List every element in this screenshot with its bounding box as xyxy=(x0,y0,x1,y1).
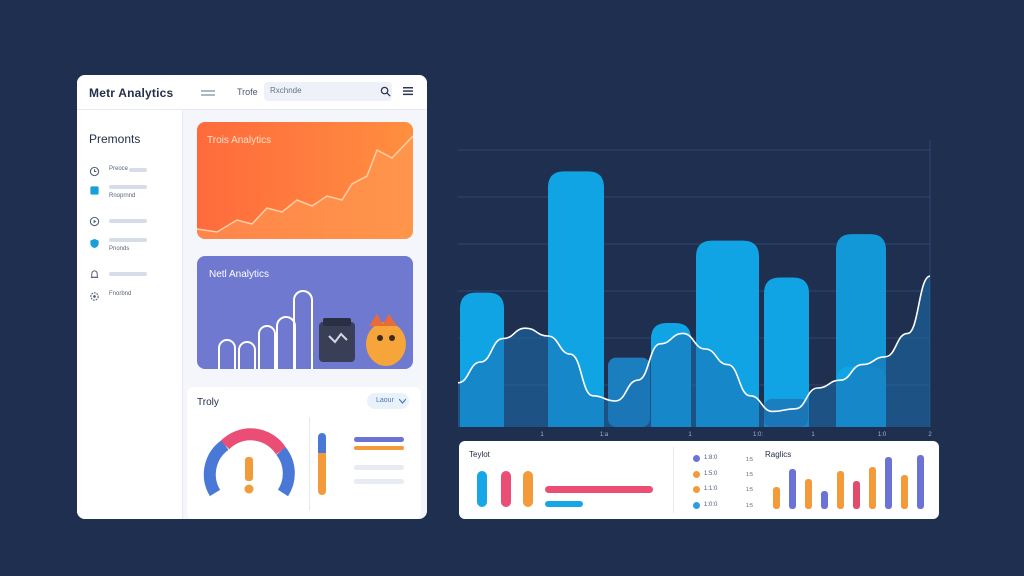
menu-icon[interactable] xyxy=(403,86,413,96)
sidebar-item-preoce[interactable]: Preoce xyxy=(89,165,179,181)
placeholder-bar xyxy=(109,272,147,276)
placeholder-bar xyxy=(129,168,147,172)
panel-title: Troly xyxy=(197,397,219,408)
tick-label: 1:a xyxy=(600,432,609,438)
info-left-title: Teylot xyxy=(469,450,490,459)
legend-label: 1:8:0 xyxy=(704,455,718,461)
clock-icon xyxy=(89,166,100,177)
sidebar-item-fnorbnd[interactable]: Fnorbnd xyxy=(89,290,179,306)
period-dropdown[interactable]: Laour xyxy=(367,393,409,409)
progress-line xyxy=(354,446,404,450)
legend-side-label: 1:5 xyxy=(746,503,753,509)
mini-bar xyxy=(837,471,844,509)
legend-dot xyxy=(693,502,700,509)
chart-line-series xyxy=(458,275,931,427)
sidebar-item-rnoprnnd[interactable]: Rnoprnnd xyxy=(89,184,179,200)
dropdown-label: Laour xyxy=(376,397,394,404)
progress-line xyxy=(354,465,404,470)
main-bar-line-chart: 1 1:a 1 1:0: 1 1:0 2 xyxy=(458,140,932,438)
shield-icon xyxy=(90,238,99,249)
line-area xyxy=(458,276,930,427)
legend-side-label: 1:5 xyxy=(746,487,753,493)
sidebar-item-label: Fnorbnd xyxy=(109,291,132,297)
tick-label: 2 xyxy=(928,432,932,438)
gear-icon xyxy=(90,292,99,301)
legend-dot xyxy=(693,486,700,493)
sidebar: Premonts Preoce Rnoprnnd Pnonds xyxy=(77,110,183,519)
mini-bar xyxy=(869,467,876,509)
legend-side-label: 1:5 xyxy=(746,457,753,463)
mini-bar xyxy=(789,469,796,509)
alert-gauge xyxy=(203,428,295,497)
tick-label: 1 xyxy=(811,432,815,438)
tab-label[interactable]: Trofe xyxy=(237,87,258,97)
search-icon[interactable] xyxy=(380,86,391,97)
bell-icon xyxy=(90,270,99,278)
legend-label: 1:1:0 xyxy=(704,486,718,492)
mini-bar xyxy=(917,455,924,509)
mini-bar xyxy=(821,491,828,509)
search-input[interactable]: Rxchnde xyxy=(270,86,302,95)
info-right-title: Raglics xyxy=(765,450,792,459)
legend-dot xyxy=(693,471,700,478)
legend-pill xyxy=(523,471,533,507)
app-title: Metr Analytics xyxy=(89,86,174,100)
panel-title: Netl Analytics xyxy=(209,269,270,280)
mini-bar xyxy=(901,475,908,509)
tick-label: 1:0 xyxy=(878,432,887,438)
progress-line xyxy=(354,437,404,442)
mini-bar xyxy=(853,481,860,509)
sidebar-item-label: Pnonds xyxy=(109,246,130,252)
search-box[interactable]: Rxchnde xyxy=(264,82,392,101)
legend-side-label: 1:5 xyxy=(746,472,753,478)
sidebar-item-play[interactable] xyxy=(89,215,179,231)
legend-label: 1:5:0 xyxy=(704,471,718,477)
toggle-sidebar-icon[interactable] xyxy=(201,90,215,92)
trophy-panel: Troly Laour xyxy=(187,387,421,519)
progress-line xyxy=(354,479,404,484)
chart-ticks: 1 1:a 1 1:0: 1 1:0 2 xyxy=(540,432,932,438)
placeholder-bar xyxy=(109,185,147,189)
chart-line xyxy=(458,275,931,413)
arch-bars-illustration xyxy=(218,290,406,369)
area-sparkline xyxy=(197,135,413,239)
mini-bar xyxy=(885,457,892,509)
sidebar-item-bell[interactable] xyxy=(89,268,179,284)
divider xyxy=(309,417,310,511)
purple-analytics-panel[interactable]: Netl Analytics xyxy=(197,256,413,369)
sidebar-item-label: Preoce xyxy=(109,166,129,172)
legend-label: 1:0:0 xyxy=(704,502,718,508)
tick-label: 1 xyxy=(540,432,544,438)
tick-label: 1 xyxy=(688,432,692,438)
tick-label: 1:0: xyxy=(753,432,763,438)
legend-pill xyxy=(477,471,487,507)
top-bar: Metr Analytics Trofe Rxchnde xyxy=(77,75,427,110)
placeholder-bar xyxy=(109,219,147,223)
square-icon xyxy=(90,186,99,195)
mini-bar xyxy=(773,487,780,509)
analytics-window: Metr Analytics Trofe Rxchnde Premonts Pr… xyxy=(77,75,427,519)
progress-line xyxy=(545,501,583,507)
panel-title: Trois Analytics xyxy=(207,135,272,146)
play-icon xyxy=(89,216,100,227)
sidebar-title: Premonts xyxy=(89,132,141,146)
sidebar-item-label: Rnoprnnd xyxy=(109,193,136,199)
mini-bar-chart xyxy=(773,455,924,509)
legend: 1:8:0 1:5:0 1:1:0 1:0:0 1:5 1:5 1:5 1:5 xyxy=(693,455,773,515)
divider xyxy=(673,447,674,513)
legend-dot xyxy=(693,455,700,462)
vertical-progress xyxy=(318,433,326,495)
legend-pill xyxy=(501,471,511,507)
sidebar-item-pnonds[interactable]: Pnonds xyxy=(89,237,179,253)
orange-analytics-panel[interactable]: Trois Analytics xyxy=(197,122,413,239)
info-panel: Teylot 1:8:0 1:5:0 1:1:0 1:0:0 1:5 1:5 1… xyxy=(459,441,939,519)
placeholder-bar xyxy=(109,238,147,242)
chevron-down-icon xyxy=(399,398,406,404)
progress-line xyxy=(545,486,653,493)
chart-bar xyxy=(764,277,809,427)
mini-bar xyxy=(805,479,812,509)
